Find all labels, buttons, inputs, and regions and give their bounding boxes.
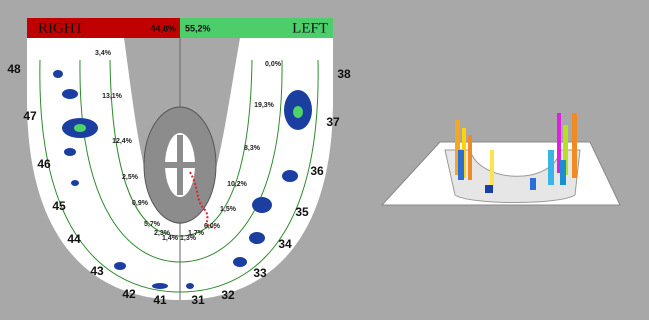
tooth-number: 41 [153,293,167,307]
tooth-percent: 2,3% [154,230,171,237]
tooth-percent: 5,7% [144,221,161,228]
tooth-percent: 0,0% [265,61,282,68]
tooth-number: 36 [310,164,324,178]
tooth-percent: 1,4% [162,235,179,242]
tooth-number: 45 [52,199,66,213]
tooth-percent: 1,5% [220,206,237,213]
tooth-percent: 19,3% [254,102,275,109]
tooth-percent: 3,4% [95,50,112,57]
right-label: RIGHT [38,20,84,36]
tooth-number: 31 [191,293,205,307]
tooth-number: 37 [326,115,340,129]
tooth-percent: 1,3% [180,235,197,242]
contact-peak [293,106,303,118]
tooth-number: 32 [221,288,235,302]
contact-peak [74,124,86,132]
tooth-number: 43 [90,264,104,278]
tooth-percent: 6,0% [204,223,221,230]
tooth-percent: 12,4% [112,138,133,145]
tooth-number: 35 [295,205,309,219]
left-bar [180,18,333,38]
tooth-number: 46 [37,157,51,171]
left-percent: 55,2% [185,23,211,33]
right-bar [27,18,180,38]
trajectory [189,171,216,229]
tooth-percent: 10,2% [227,181,248,188]
tooth-number: 34 [278,237,292,251]
tooth-number: 38 [337,67,351,81]
tooth-percent: 2,5% [122,174,139,181]
3d-arch [444,149,581,203]
right-percent: 44,8% [150,23,176,33]
tooth-number: 33 [253,266,267,280]
tooth-percent: 1,7% [188,230,205,237]
left-label: LEFT [292,20,328,36]
tooth-number: 47 [23,109,37,123]
tooth-percent: 8,3% [244,145,261,152]
3d-bars [455,113,577,193]
tooth-number: 48 [7,62,21,76]
cross [162,162,198,168]
tooth-number: 44 [67,232,81,246]
tooth-percent: 0,9% [132,200,149,207]
tooth-number: 42 [122,287,136,301]
tooth-percent: 13,1% [102,93,123,100]
